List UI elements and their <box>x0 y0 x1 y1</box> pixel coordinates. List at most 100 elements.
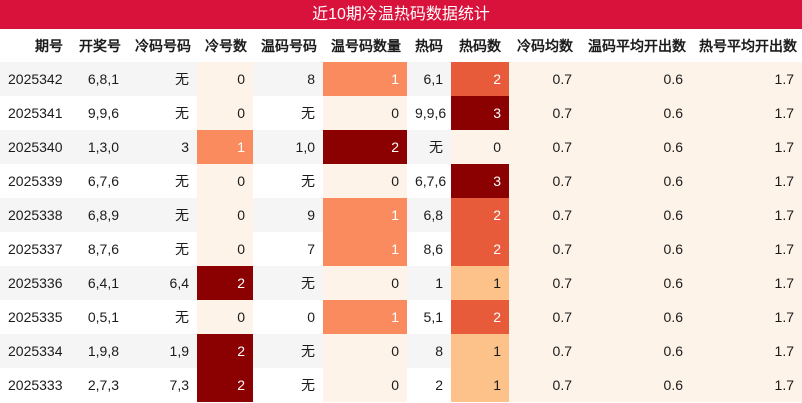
cell-hot-avg: 1.7 <box>691 334 802 368</box>
header-hot-nums: 热码 <box>407 29 451 62</box>
cell-cold-count: 0 <box>197 300 253 334</box>
cell-warm-nums: 无 <box>253 164 323 198</box>
table-title: 近10期冷温热码数据统计 <box>0 0 802 29</box>
cell-hot-count: 2 <box>451 232 509 266</box>
table-row: 2025334 1,9,8 1,9 2 无 0 8 1 0.7 0.6 1.7 <box>0 334 802 368</box>
cell-hot-avg: 1.7 <box>691 368 802 402</box>
cell-warm-avg: 0.6 <box>580 334 691 368</box>
cell-period: 2025338 <box>0 198 71 232</box>
cell-draw: 6,4,1 <box>71 266 127 300</box>
cell-cold-nums: 无 <box>127 96 197 130</box>
cell-hot-avg: 1.7 <box>691 232 802 266</box>
cell-period: 2025342 <box>0 62 71 96</box>
cell-warm-nums: 0 <box>253 300 323 334</box>
cell-period: 2025341 <box>0 96 71 130</box>
cell-cold-count: 0 <box>197 198 253 232</box>
cell-draw: 9,9,6 <box>71 96 127 130</box>
cell-warm-avg: 0.6 <box>580 164 691 198</box>
cell-hot-nums: 5,1 <box>407 300 451 334</box>
cell-warm-avg: 0.6 <box>580 300 691 334</box>
cell-hot-count: 1 <box>451 334 509 368</box>
cell-cold-count: 0 <box>197 164 253 198</box>
cell-warm-count: 0 <box>323 96 407 130</box>
cell-hot-nums: 8 <box>407 334 451 368</box>
cell-warm-count: 1 <box>323 62 407 96</box>
cell-draw: 8,7,6 <box>71 232 127 266</box>
cell-warm-avg: 0.6 <box>580 368 691 402</box>
cell-cold-avg: 0.7 <box>509 300 580 334</box>
cell-warm-avg: 0.6 <box>580 232 691 266</box>
cell-hot-nums: 9,9,6 <box>407 96 451 130</box>
cell-period: 2025337 <box>0 232 71 266</box>
cell-warm-avg: 0.6 <box>580 96 691 130</box>
table-body: 2025342 6,8,1 无 0 8 1 6,1 2 0.7 0.6 1.7 2025341 9,9,… <box>0 62 802 402</box>
cell-draw: 0,5,1 <box>71 300 127 334</box>
cell-cold-nums: 6,4 <box>127 266 197 300</box>
cell-cold-avg: 0.7 <box>509 130 580 164</box>
cell-cold-count: 0 <box>197 62 253 96</box>
cell-warm-avg: 0.6 <box>580 62 691 96</box>
stats-table: 期号 开奖号 冷码号码 冷号数 温码号码 温号码数量 热码 热码数 冷码均数 温码平均开出数 热号平… <box>0 29 802 402</box>
cell-warm-count: 0 <box>323 164 407 198</box>
header-hot-avg: 热号平均开出数 <box>691 29 802 62</box>
cell-warm-avg: 0.6 <box>580 130 691 164</box>
cell-warm-nums: 无 <box>253 266 323 300</box>
cell-cold-nums: 无 <box>127 62 197 96</box>
cell-hot-count: 2 <box>451 62 509 96</box>
cell-period: 2025340 <box>0 130 71 164</box>
cell-cold-avg: 0.7 <box>509 334 580 368</box>
header-hot-count: 热码数 <box>451 29 509 62</box>
cell-hot-avg: 1.7 <box>691 266 802 300</box>
cell-cold-nums: 1,9 <box>127 334 197 368</box>
cell-warm-nums: 9 <box>253 198 323 232</box>
cell-warm-count: 1 <box>323 232 407 266</box>
table-row: 2025336 6,4,1 6,4 2 无 0 1 1 0.7 0.6 1.7 <box>0 266 802 300</box>
cell-warm-count: 1 <box>323 300 407 334</box>
header-cold-avg: 冷码均数 <box>509 29 580 62</box>
table-row: 2025335 0,5,1 无 0 0 1 5,1 2 0.7 0.6 1.7 <box>0 300 802 334</box>
cell-warm-nums: 1,0 <box>253 130 323 164</box>
cell-hot-count: 1 <box>451 266 509 300</box>
cell-warm-count: 0 <box>323 266 407 300</box>
cell-hot-nums: 无 <box>407 130 451 164</box>
cell-warm-count: 0 <box>323 368 407 402</box>
cell-cold-avg: 0.7 <box>509 62 580 96</box>
cell-period: 2025335 <box>0 300 71 334</box>
cell-cold-avg: 0.7 <box>509 368 580 402</box>
cell-hot-nums: 6,1 <box>407 62 451 96</box>
header-warm-avg: 温码平均开出数 <box>580 29 691 62</box>
table-row: 2025338 6,8,9 无 0 9 1 6,8 2 0.7 0.6 1.7 <box>0 198 802 232</box>
cell-hot-avg: 1.7 <box>691 62 802 96</box>
cell-cold-count: 2 <box>197 334 253 368</box>
cell-hot-avg: 1.7 <box>691 198 802 232</box>
table-row: 2025337 8,7,6 无 0 7 1 8,6 2 0.7 0.6 1.7 <box>0 232 802 266</box>
cell-warm-nums: 无 <box>253 96 323 130</box>
cell-warm-nums: 无 <box>253 368 323 402</box>
cell-hot-count: 3 <box>451 164 509 198</box>
header-warm-count: 温号码数量 <box>323 29 407 62</box>
cell-warm-avg: 0.6 <box>580 266 691 300</box>
cell-hot-nums: 8,6 <box>407 232 451 266</box>
cell-hot-nums: 6,8 <box>407 198 451 232</box>
cell-cold-avg: 0.7 <box>509 198 580 232</box>
cell-hot-count: 2 <box>451 300 509 334</box>
cell-cold-count: 2 <box>197 368 253 402</box>
cell-cold-nums: 7,3 <box>127 368 197 402</box>
table-row: 2025340 1,3,0 3 1 1,0 2 无 0 0.7 0.6 1.7 <box>0 130 802 164</box>
cell-draw: 6,7,6 <box>71 164 127 198</box>
cell-warm-nums: 无 <box>253 334 323 368</box>
table-row: 2025339 6,7,6 无 0 无 0 6,7,6 3 0.7 0.6 1.7 <box>0 164 802 198</box>
cell-cold-nums: 3 <box>127 130 197 164</box>
cell-cold-count: 1 <box>197 130 253 164</box>
header-row: 期号 开奖号 冷码号码 冷号数 温码号码 温号码数量 热码 热码数 冷码均数 温码平均开出数 热号平… <box>0 29 802 62</box>
cell-draw: 1,3,0 <box>71 130 127 164</box>
cell-cold-nums: 无 <box>127 164 197 198</box>
cell-cold-nums: 无 <box>127 198 197 232</box>
cell-cold-avg: 0.7 <box>509 232 580 266</box>
cell-cold-avg: 0.7 <box>509 266 580 300</box>
cell-cold-nums: 无 <box>127 232 197 266</box>
cell-hot-avg: 1.7 <box>691 164 802 198</box>
cell-cold-count: 0 <box>197 232 253 266</box>
cell-period: 2025339 <box>0 164 71 198</box>
